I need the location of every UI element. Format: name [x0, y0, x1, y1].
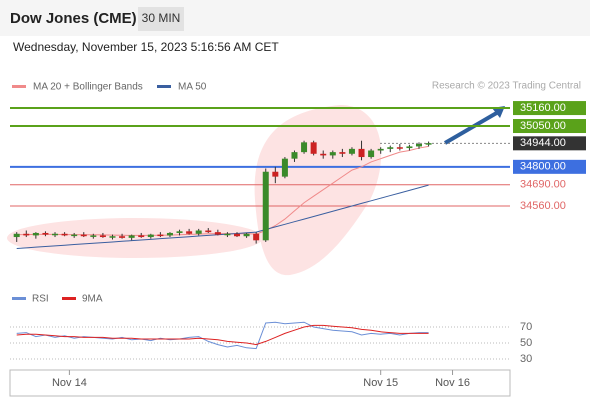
candle-body — [416, 143, 423, 147]
interval-badge — [138, 7, 184, 31]
candle-body — [310, 142, 317, 154]
candle-body — [348, 148, 355, 154]
rsi-line — [16, 321, 429, 350]
candle-body — [138, 235, 145, 238]
candle-body — [109, 236, 116, 238]
candle-body — [253, 233, 260, 241]
candle-body — [358, 148, 365, 158]
candle-body — [214, 232, 221, 235]
x-tick-label: Nov 15 — [363, 377, 398, 389]
ma-line — [16, 184, 429, 249]
candle-body — [61, 233, 68, 236]
candle-body — [119, 236, 126, 238]
candle-body — [224, 233, 231, 236]
candle-body — [147, 234, 154, 238]
candle-body — [329, 152, 336, 156]
level-label-bg — [513, 101, 586, 116]
candle-body — [52, 233, 59, 236]
rsi-tick-label: 30 — [520, 353, 532, 365]
level-label: 35160.00 — [520, 102, 566, 114]
candle-body — [377, 148, 384, 151]
candle-body — [281, 158, 288, 177]
candle-body — [301, 142, 308, 153]
level-label: 34944.00 — [520, 137, 566, 149]
level-label-bg — [513, 159, 586, 174]
candle-body — [42, 232, 49, 235]
legend-swatch — [12, 297, 26, 300]
legend-swatch — [62, 297, 76, 300]
legend-label: MA 50 — [178, 82, 207, 93]
level-label: 34800.00 — [520, 161, 566, 173]
legend-label: 9MA — [82, 294, 103, 305]
credit: Research © 2023 Trading Central — [432, 81, 581, 92]
candle-body — [166, 232, 173, 236]
candle-body — [234, 233, 241, 237]
header-bar — [0, 0, 590, 36]
candle-body — [396, 147, 403, 149]
candle-body — [406, 146, 413, 149]
chart-title: Dow Jones (CME) — [10, 10, 137, 27]
rsi-tick-label: 70 — [520, 321, 532, 333]
bollinger-band — [254, 105, 382, 276]
candle-body — [387, 147, 394, 149]
interval: 30 MIN — [142, 11, 181, 25]
candle-body — [99, 235, 106, 238]
candle-body — [186, 231, 193, 234]
time-axis — [9, 369, 511, 397]
level-label-bg — [513, 119, 586, 134]
level-label-bg — [513, 136, 586, 151]
candle-body — [320, 153, 327, 156]
legend-label: MA 20 + Bollinger Bands — [33, 82, 143, 93]
candle-body — [243, 233, 250, 237]
level-label: 34690.00 — [520, 179, 566, 191]
candle-body — [176, 231, 183, 233]
legend-swatch — [157, 85, 171, 88]
subtitle: Wednesday, November 15, 2023 5:16:56 AM … — [13, 40, 279, 54]
candle-body — [195, 230, 202, 234]
candle-body — [90, 235, 97, 237]
bollinger-band — [7, 218, 263, 258]
level-label: 34560.00 — [520, 200, 566, 212]
candle-body — [23, 233, 30, 236]
legend-swatch — [12, 85, 26, 88]
candle-body — [32, 232, 39, 236]
candle-body — [339, 152, 346, 154]
candle-body — [157, 234, 164, 237]
candle-body — [291, 152, 298, 159]
rsi-line — [16, 324, 429, 346]
candle-body — [272, 171, 279, 177]
candle-body — [80, 234, 87, 237]
candle-body — [425, 143, 432, 145]
candle-body — [262, 171, 269, 241]
candle-body — [71, 234, 78, 237]
x-tick-label: Nov 16 — [435, 377, 470, 389]
candle-body — [128, 235, 135, 238]
rsi-tick-label: 50 — [520, 337, 532, 349]
candle-body — [205, 230, 212, 233]
legend-label: RSI — [32, 294, 49, 305]
candle-body — [13, 233, 20, 238]
x-tick-label: Nov 14 — [52, 377, 87, 389]
candle-body — [368, 150, 375, 158]
level-label: 35050.00 — [520, 120, 566, 132]
